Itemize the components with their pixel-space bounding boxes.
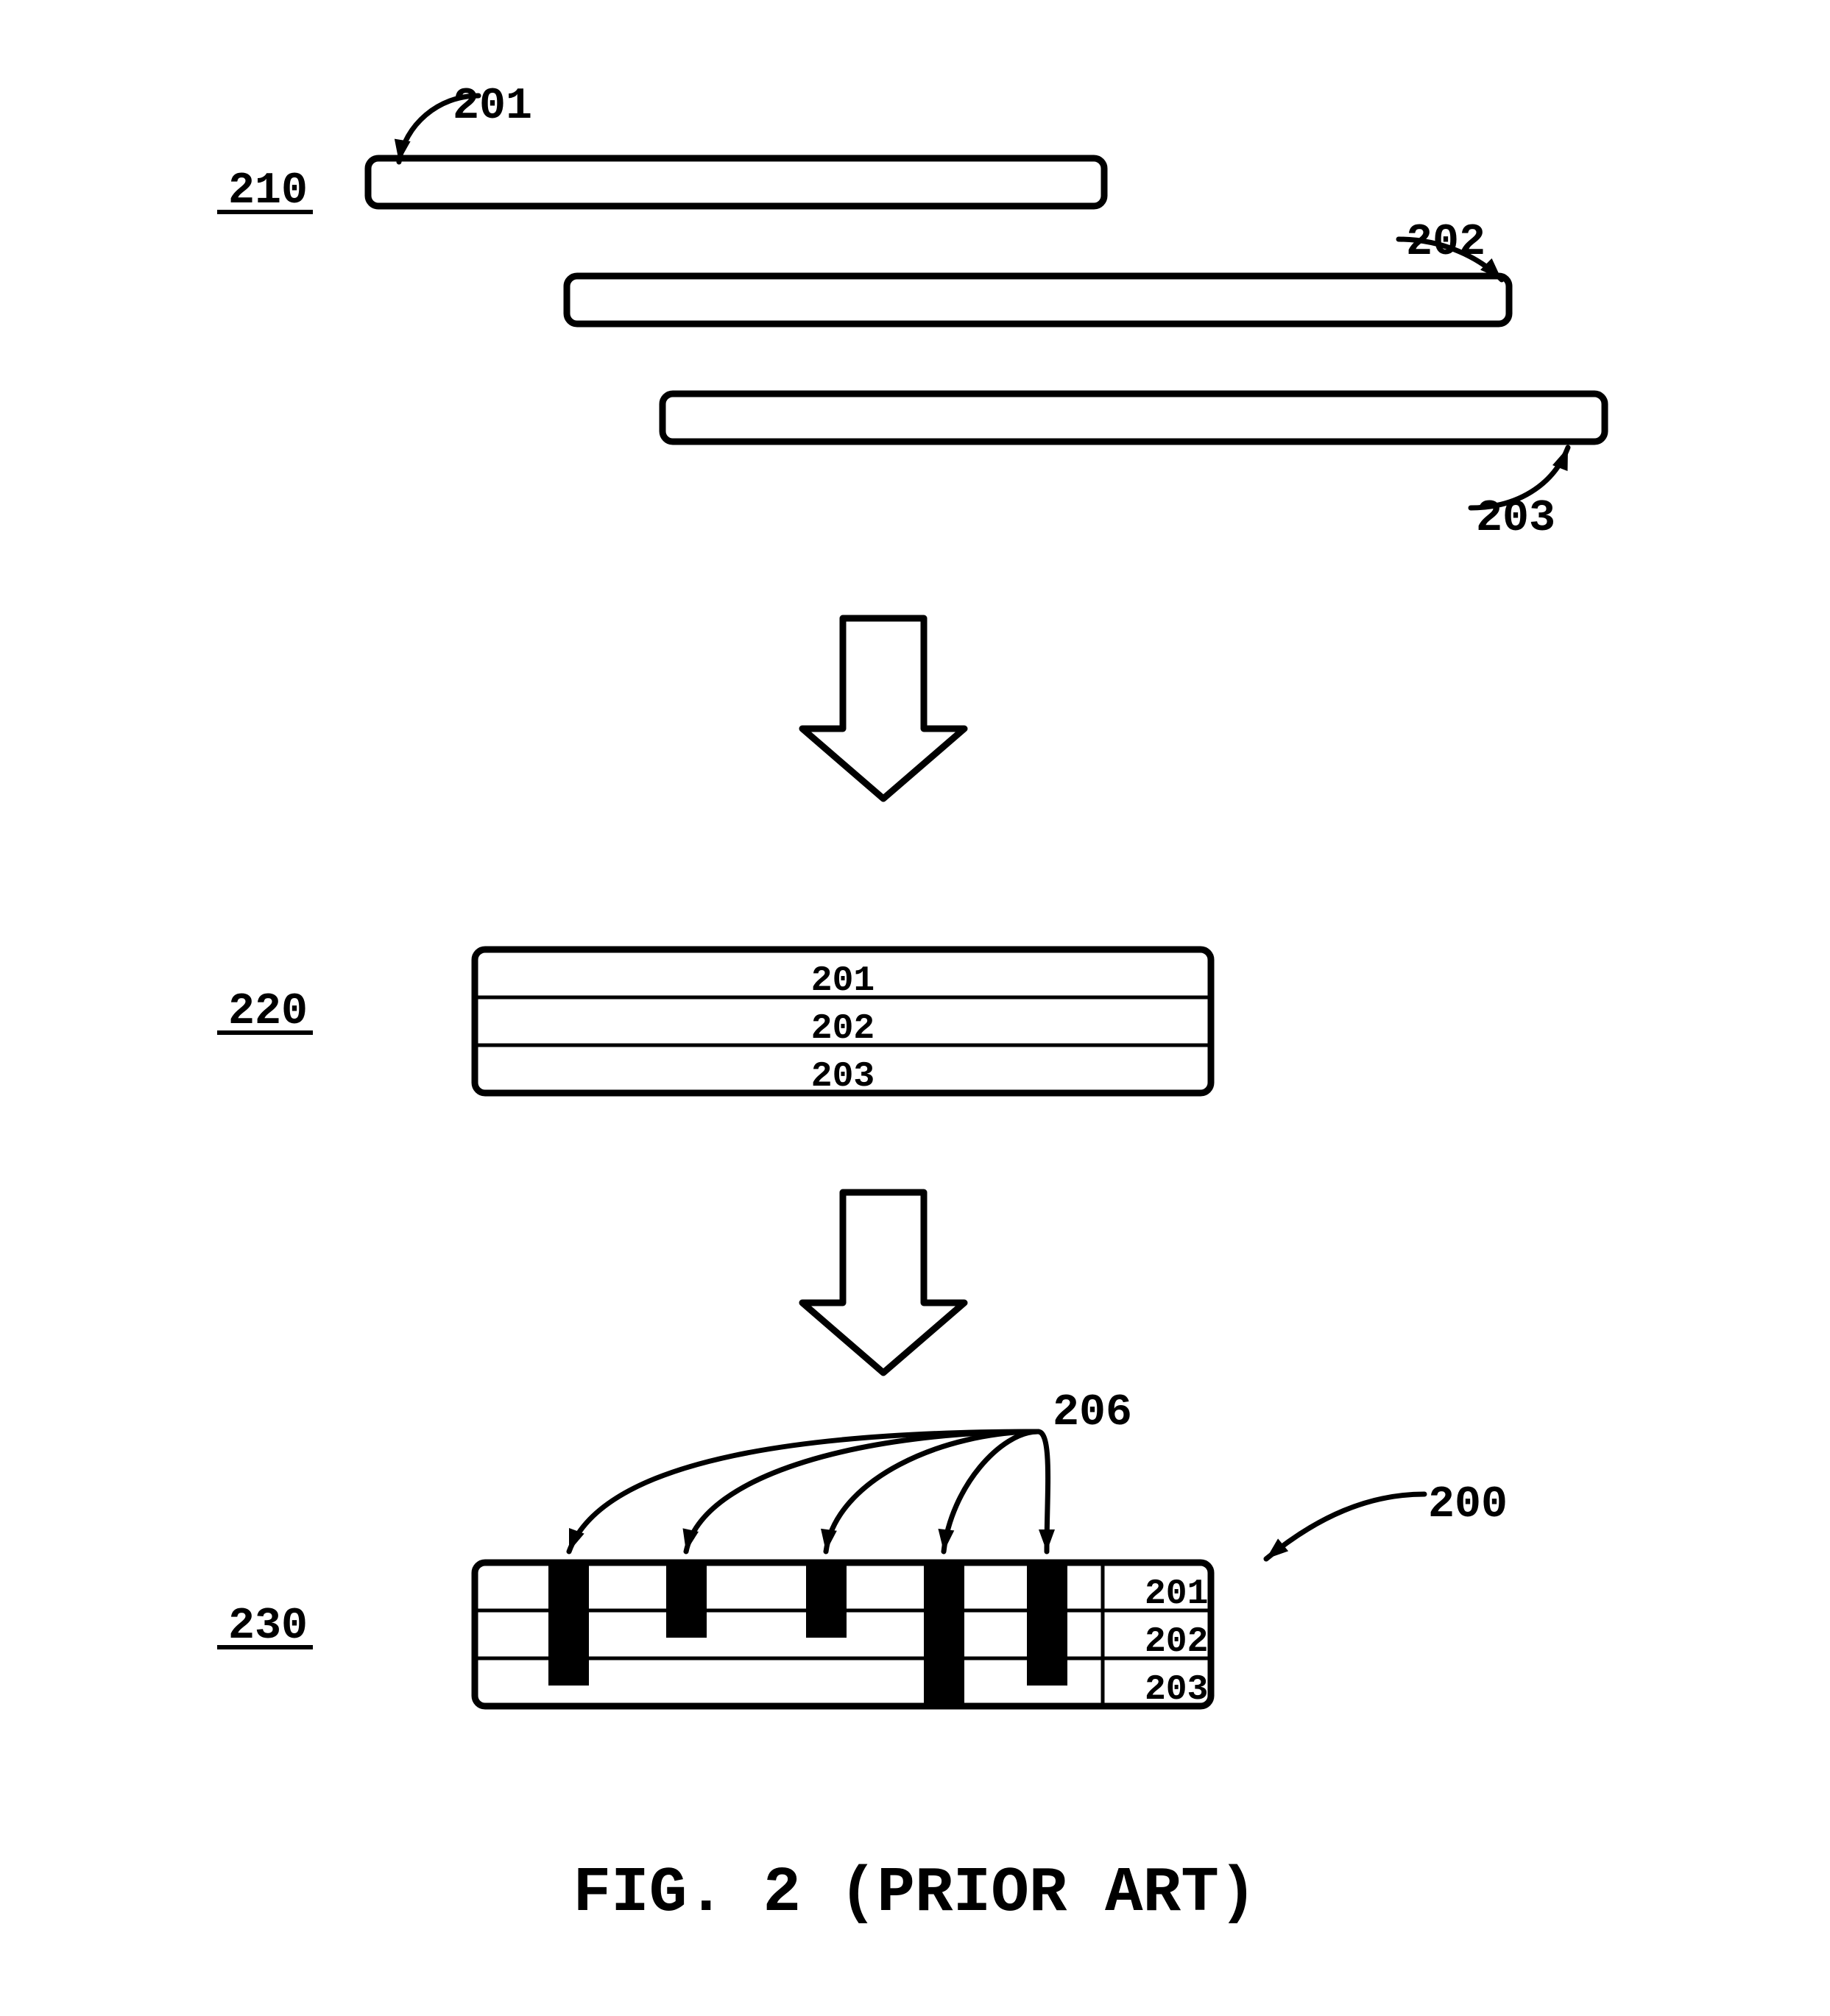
flow-arrow <box>802 1192 964 1373</box>
via <box>548 1563 589 1686</box>
ref-label: 203 <box>1476 494 1555 544</box>
ref-label: 200 <box>1428 1480 1508 1530</box>
leader: 203 <box>1471 448 1568 544</box>
row-label: 201 <box>1145 1574 1208 1614</box>
via <box>806 1563 847 1638</box>
layer-bar-203 <box>663 394 1605 442</box>
ref-label: 201 <box>453 82 532 132</box>
stage-2: 201 202 203 <box>475 949 1211 1097</box>
stage-1: 201 202 203 <box>368 82 1605 544</box>
row-label: 203 <box>1145 1670 1208 1710</box>
stage-label: 210 <box>217 166 313 216</box>
layer-bar-202 <box>567 276 1509 324</box>
stage-label: 230 <box>217 1602 313 1652</box>
row-label: 202 <box>811 1009 875 1049</box>
stage-3: 201 202 203 206 200 <box>475 1388 1508 1710</box>
layer-bar-201 <box>368 158 1104 206</box>
ref-label: 202 <box>1406 218 1485 268</box>
ref-label: 206 <box>1053 1388 1132 1438</box>
row-label: 202 <box>1145 1622 1208 1662</box>
stage-number: 220 <box>228 987 308 1037</box>
flow-arrow <box>802 618 964 799</box>
row-label: 201 <box>811 961 875 1001</box>
figure-caption: FIG. 2 (PRIOR ART) <box>573 1857 1257 1929</box>
leader: 202 <box>1399 218 1502 280</box>
leader: 200 <box>1266 1480 1508 1559</box>
stage-number: 210 <box>228 166 308 216</box>
vias-leader: 206 <box>569 1388 1132 1552</box>
via <box>666 1563 707 1638</box>
row-label: 203 <box>811 1057 875 1097</box>
via <box>924 1563 964 1706</box>
stage-label: 220 <box>217 987 313 1037</box>
stage-number: 230 <box>228 1602 308 1652</box>
via <box>1027 1563 1067 1686</box>
leader: 201 <box>395 82 532 162</box>
